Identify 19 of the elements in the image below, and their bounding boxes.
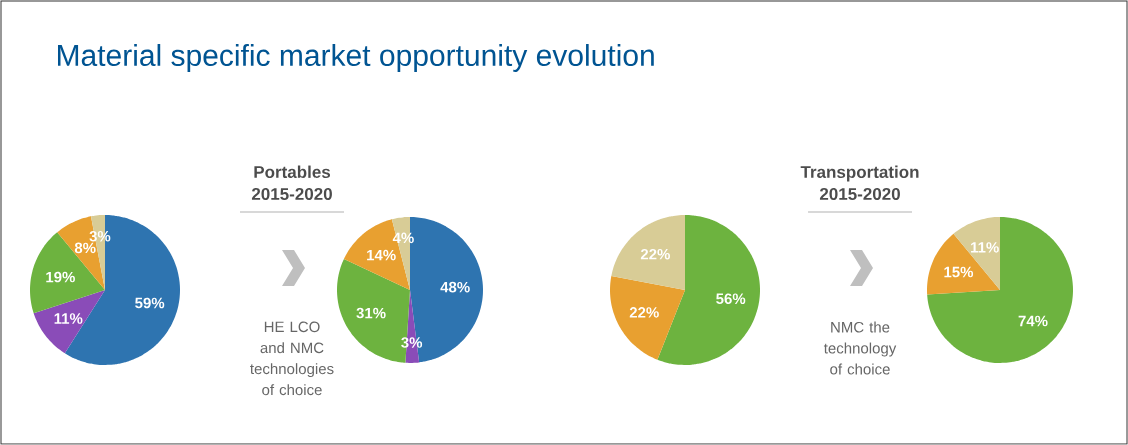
data-label: 22% xyxy=(640,248,670,260)
text: NMC the technology of choice xyxy=(823,321,897,375)
text: Transportation 2015-2020 xyxy=(800,165,919,201)
data-label: 19% xyxy=(46,271,75,283)
data-label: 11% xyxy=(54,313,83,324)
data-label: 14% xyxy=(367,249,396,261)
data-label: 3% xyxy=(89,230,111,242)
data-label: 11% xyxy=(971,242,999,253)
data-label: 15% xyxy=(944,266,974,278)
text: HE LCO and NMC technologies of choice xyxy=(250,321,334,396)
data-label: 22% xyxy=(629,307,659,318)
text: Material specific market opportunity evolution xyxy=(58,44,654,72)
data-label: 31% xyxy=(356,307,386,319)
data-label: 8% xyxy=(74,242,96,254)
data-label: 74% xyxy=(1018,315,1048,327)
data-label: 48% xyxy=(440,281,470,293)
data-label: 59% xyxy=(135,297,165,309)
data-label: 56% xyxy=(716,293,746,305)
text: Portables 2015-2020 xyxy=(251,165,332,201)
